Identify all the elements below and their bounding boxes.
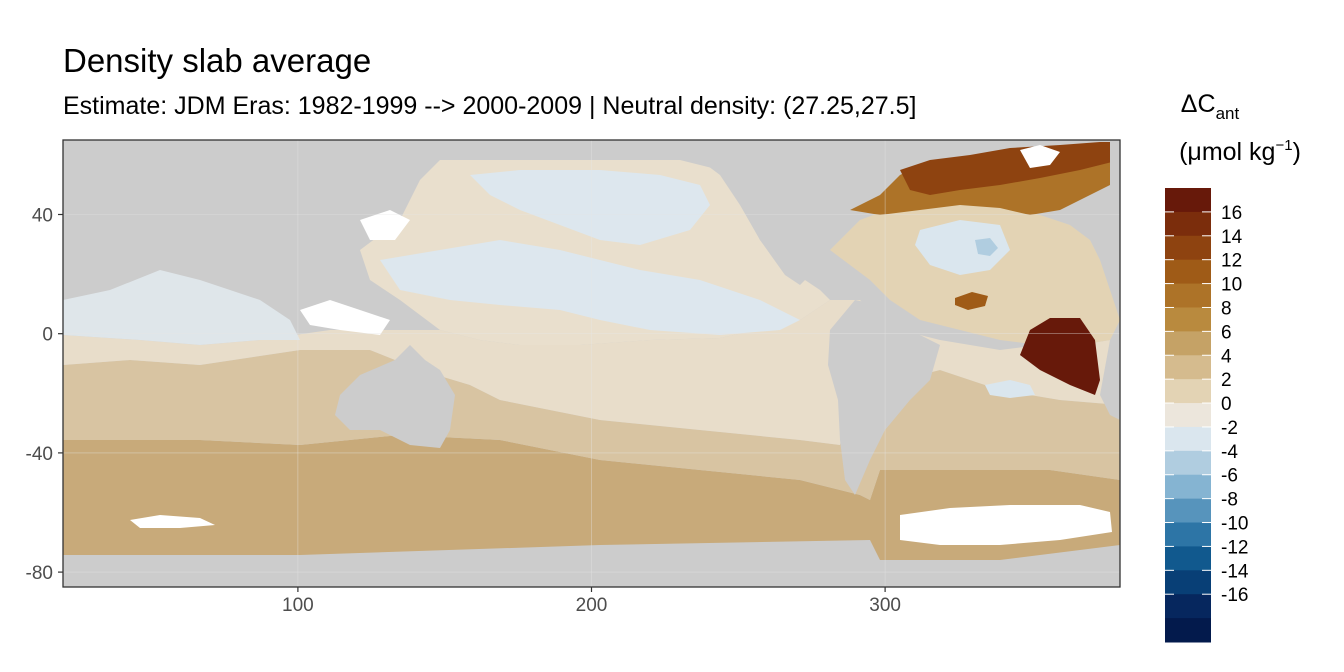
- legend-color-bin: [1165, 331, 1211, 356]
- y-tick-label: 40: [32, 206, 53, 227]
- legend-color-bin: [1165, 379, 1211, 404]
- europe-land: [1110, 140, 1120, 205]
- legend-color-bin: [1165, 498, 1211, 524]
- y-tick-label: -40: [26, 444, 53, 465]
- east-asia-nodata: [360, 210, 410, 240]
- legend-tick-label: -6: [1221, 466, 1238, 487]
- legend-title-line1: ΔCant: [1181, 90, 1240, 123]
- grid-lines: [63, 140, 1120, 587]
- legend-tick-label: -8: [1221, 490, 1238, 511]
- legend-tick-label: 4: [1221, 346, 1232, 367]
- subpolar-atlantic-dark-region: [900, 142, 1120, 195]
- legend-tick-label: 16: [1221, 203, 1242, 224]
- eastern-tropical-atlantic-region: [1020, 318, 1100, 395]
- legend-tick-label: 8: [1221, 298, 1232, 319]
- legend: ΔCant (μmol kg−1) 16 14 12 108 6 4 2 0 -2 -4 -6 -8 -…: [1165, 90, 1301, 643]
- south-atlantic-blue-region: [985, 380, 1035, 398]
- south-america-land: [828, 300, 940, 495]
- legend-tick-label: -16: [1221, 585, 1248, 606]
- legend-color-bin: [1165, 403, 1211, 428]
- legend-tick-label: -10: [1221, 514, 1248, 535]
- weddell-nodata: [900, 505, 1112, 545]
- legend-color-bin: [1165, 450, 1211, 476]
- legend-color-bin: [1165, 307, 1211, 332]
- map-field: [63, 140, 1120, 587]
- tropical-atlantic-eddy-region: [955, 292, 988, 310]
- north-pacific-gyre-region: [470, 170, 710, 245]
- legend-color-bin: [1165, 618, 1211, 643]
- y-tick-label: -80: [26, 563, 53, 584]
- legend-color-bin: [1165, 522, 1211, 547]
- legend-color-bin: [1165, 188, 1211, 213]
- ross-nodata: [130, 515, 215, 528]
- africa-land: [1100, 330, 1120, 420]
- indonesia-nodata: [300, 300, 390, 335]
- legend-tick-label: -2: [1221, 418, 1238, 439]
- legend-color-bin: [1165, 235, 1211, 261]
- legend-color-bin: [1165, 594, 1211, 619]
- atlantic-gyre-light-region: [915, 220, 1010, 275]
- x-tick-label: 300: [869, 595, 901, 616]
- legend-tick-label: 14: [1221, 227, 1243, 248]
- y-tick-label: 0: [42, 325, 53, 346]
- indian-ocean-north-region: [63, 270, 300, 345]
- asia-north-land: [63, 140, 420, 280]
- legend-tick-label: 0: [1221, 394, 1232, 415]
- legend-color-bin: [1165, 570, 1211, 595]
- legend-tick-label: 2: [1221, 370, 1232, 391]
- legend-color-bin: [1165, 283, 1211, 308]
- legend-title-unit: (μmol kg−1): [1179, 137, 1301, 166]
- legend-color-bin: [1165, 259, 1211, 285]
- x-tick-label: 200: [576, 595, 608, 616]
- legend-tick-label: -14: [1221, 561, 1249, 582]
- chart-subtitle: Estimate: JDM Eras: 1982-1999 --> 2000-2…: [63, 92, 917, 120]
- legend-tick-label: 12: [1221, 251, 1242, 272]
- australia-land: [335, 345, 455, 448]
- atlantic-gyre-blue-region: [975, 238, 998, 256]
- x-tick-label: 100: [282, 595, 314, 616]
- legend-tick-label: 10: [1221, 275, 1242, 296]
- north-america-land: [690, 140, 900, 285]
- legend-color-bin: [1165, 546, 1211, 571]
- equatorial-pacific-region: [380, 240, 800, 335]
- legend-color-bin: [1165, 426, 1211, 452]
- legend-color-bin: [1165, 211, 1211, 237]
- arctic-nodata: [1020, 145, 1060, 168]
- legend-tick-label: -12: [1221, 537, 1248, 558]
- legend-color-bin: [1165, 355, 1211, 380]
- legend-tick-label: -4: [1221, 442, 1238, 463]
- legend-tick-label: 6: [1221, 322, 1232, 343]
- legend-color-bin: [1165, 474, 1211, 500]
- chart-title: Density slab average: [63, 42, 372, 79]
